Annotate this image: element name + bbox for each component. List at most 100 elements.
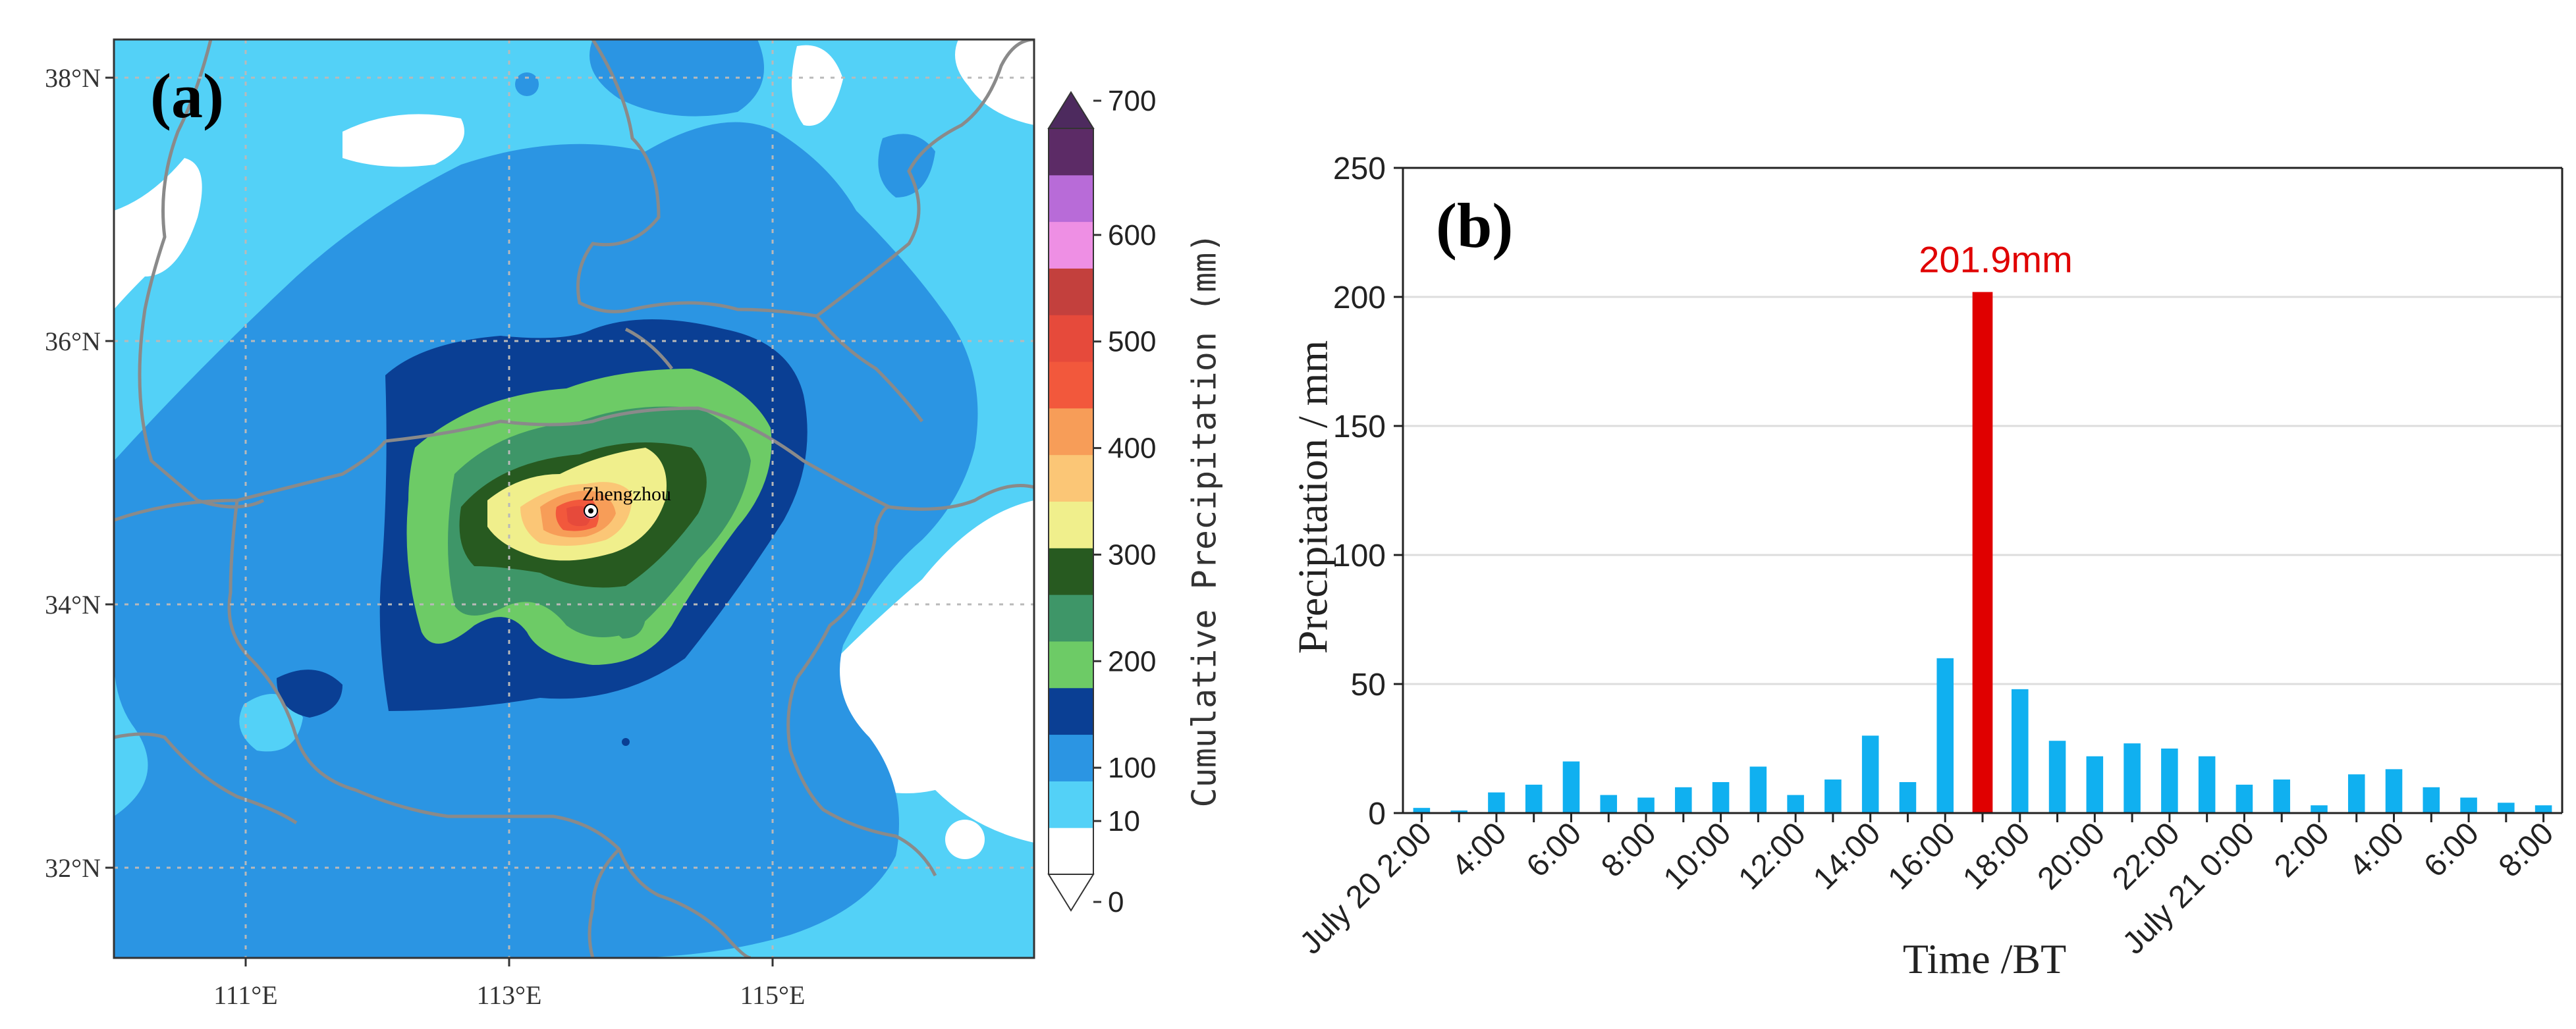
panel-a-label: (a) (150, 61, 224, 131)
colorbar-segment (1049, 128, 1093, 176)
lon-tick-label: 111°E (213, 980, 277, 1010)
bar (2235, 784, 2253, 813)
x-tick-label: 12:00 (1732, 816, 1812, 896)
colorbar-segment (1049, 781, 1093, 828)
bar (1413, 808, 1431, 813)
contour-white-n (343, 114, 464, 167)
bar-series (1413, 292, 2552, 813)
x-tick-label: 16:00 (1882, 816, 1962, 896)
x-tick-label: 20:00 (2031, 816, 2112, 896)
bar (2347, 774, 2365, 813)
y-tick-label: 150 (1333, 409, 1386, 444)
province-boundary (786, 677, 937, 877)
axes (1394, 167, 2563, 822)
bar (1749, 766, 1767, 813)
colorbar-frame (1048, 128, 1094, 875)
colorbar: 0 10 100 200 300 400 500 600 700 (1047, 85, 1156, 918)
colorbar-segment (1049, 594, 1093, 642)
x-tick-label: 4:00 (1445, 816, 1514, 884)
x-tick-label: 18:00 (1956, 816, 2037, 896)
colorbar-tick-label: 100 (1108, 752, 1156, 784)
colorbar-lower-extension (1047, 874, 1095, 912)
lon-tick-label: 113°E (477, 980, 542, 1010)
x-tick-label: July 20 2:00 (1294, 816, 1439, 961)
map-frame (113, 38, 1035, 959)
province-boundary (138, 40, 265, 509)
x-tick-label: 6:00 (2417, 816, 2486, 884)
bar (1562, 761, 1580, 813)
colorbar-segment (1049, 548, 1093, 595)
bar (1525, 784, 1543, 813)
bar (1824, 779, 1842, 813)
bar-peak (1972, 292, 1993, 813)
zhengzhou-label: Zhengzhou (582, 483, 671, 505)
x-tick-label: 2:00 (2268, 816, 2336, 884)
colorbar-segment (1049, 687, 1093, 735)
bar (1600, 795, 1618, 813)
bar (2311, 805, 2328, 813)
province-boundary (114, 440, 387, 522)
bar (1899, 781, 1917, 813)
contour-mid-dot (515, 72, 539, 96)
panel-b-label: (b) (1436, 190, 1513, 261)
colorbar-segment (1049, 641, 1093, 689)
colorbar-upper-extension (1047, 91, 1095, 129)
y-tick-label: 50 (1351, 668, 1386, 702)
bar (1637, 797, 1655, 813)
x-tick-label: 8:00 (1595, 816, 1663, 884)
colorbar-segment (1049, 315, 1093, 362)
lat-tick-label: 36°N (45, 327, 101, 356)
contour-white-dot1 (900, 745, 924, 769)
colorbar-segment (1049, 501, 1093, 548)
colorbar-segment (1049, 221, 1093, 269)
x-tick-label: 4:00 (2343, 816, 2411, 884)
province-boundary (815, 40, 1034, 317)
colorbar-segment (1049, 734, 1093, 781)
colorbar-tick-label: 600 (1108, 219, 1156, 251)
bar (1488, 792, 1505, 813)
x-tick-label: 8:00 (2492, 816, 2561, 884)
zhengzhou-marker-dot (588, 508, 593, 514)
y-tick-label: 0 (1368, 797, 1386, 831)
contour-mid-north (589, 40, 764, 117)
precipitation-contour-field (114, 40, 1034, 958)
y-tick-labels: 0 50 100 150 200 250 (1333, 151, 1386, 831)
colorbar-tick-label: 200 (1108, 645, 1156, 677)
contour-white-nw (114, 158, 202, 309)
colorbar-segment (1049, 361, 1093, 409)
province-boundary (815, 315, 923, 423)
contour-dark-dot (622, 738, 630, 746)
y-tick-label: 200 (1333, 280, 1386, 315)
contour-dark-sw-spot (277, 670, 343, 718)
province-boundary (227, 500, 752, 958)
bar (2460, 797, 2477, 813)
panel-a-map-figure: Zhengzhou (a) 38°N 36°N 34°N 32°N 111°E … (45, 38, 1224, 1010)
bar (2423, 787, 2440, 813)
bar (2498, 803, 2515, 813)
province-boundary (795, 505, 890, 679)
x-tick-label: 14:00 (1807, 816, 1887, 896)
contour-mid-n2 (878, 134, 935, 198)
province-boundary (576, 40, 817, 318)
colorbar-tick-label: 500 (1108, 326, 1156, 358)
colorbar-tick-label: 300 (1108, 539, 1156, 571)
x-tick-label: 10:00 (1657, 816, 1738, 896)
lon-tick-marks (244, 958, 774, 966)
contour-mgreen-spot (612, 608, 645, 639)
province-boundary (114, 732, 298, 825)
bar (1936, 658, 1954, 813)
province-boundary (385, 406, 1034, 511)
bar (2161, 749, 2178, 813)
y-tick-label: 100 (1333, 539, 1386, 573)
contour-white-dot3 (1011, 724, 1024, 737)
colorbar-segment (1049, 828, 1093, 875)
colorbar-tick-label: 400 (1108, 433, 1156, 465)
colorbar-label: Cumulative Precipitation (mm) (1186, 233, 1224, 808)
y-tick-label: 250 (1333, 151, 1386, 186)
colorbar-tick-label: 700 (1108, 85, 1156, 117)
bar (2273, 779, 2290, 813)
colorbar-segment (1049, 268, 1093, 315)
bar (1675, 787, 1692, 813)
bar (2535, 805, 2552, 813)
